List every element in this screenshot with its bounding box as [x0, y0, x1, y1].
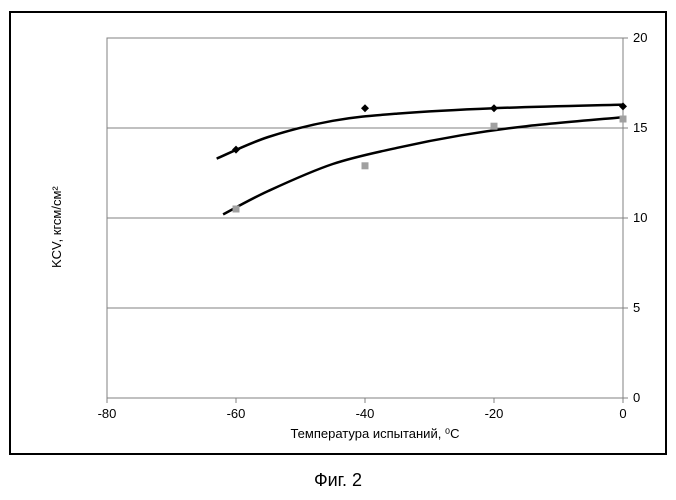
x-tick-label: -80 [87, 406, 127, 421]
x-tick-label: -20 [474, 406, 514, 421]
figure-caption: Фиг. 2 [298, 470, 378, 491]
series-lower-marker [362, 162, 369, 169]
series-lower-marker [233, 206, 240, 213]
x-axis-label: Температура испытаний, ⁰C [255, 426, 495, 442]
y-tick-label: 0 [633, 390, 640, 405]
y-tick-label: 15 [633, 120, 647, 135]
x-tick-label: -40 [345, 406, 385, 421]
y-tick-label: 5 [633, 300, 640, 315]
x-tick-label: -60 [216, 406, 256, 421]
series-lower-marker [620, 116, 627, 123]
series-lower-marker [491, 123, 498, 130]
y-tick-label: 20 [633, 30, 647, 45]
y-axis-label: KCV, кгсм/см² [49, 186, 64, 268]
y-tick-label: 10 [633, 210, 647, 225]
x-tick-label: 0 [603, 406, 643, 421]
chart-svg [0, 0, 676, 500]
